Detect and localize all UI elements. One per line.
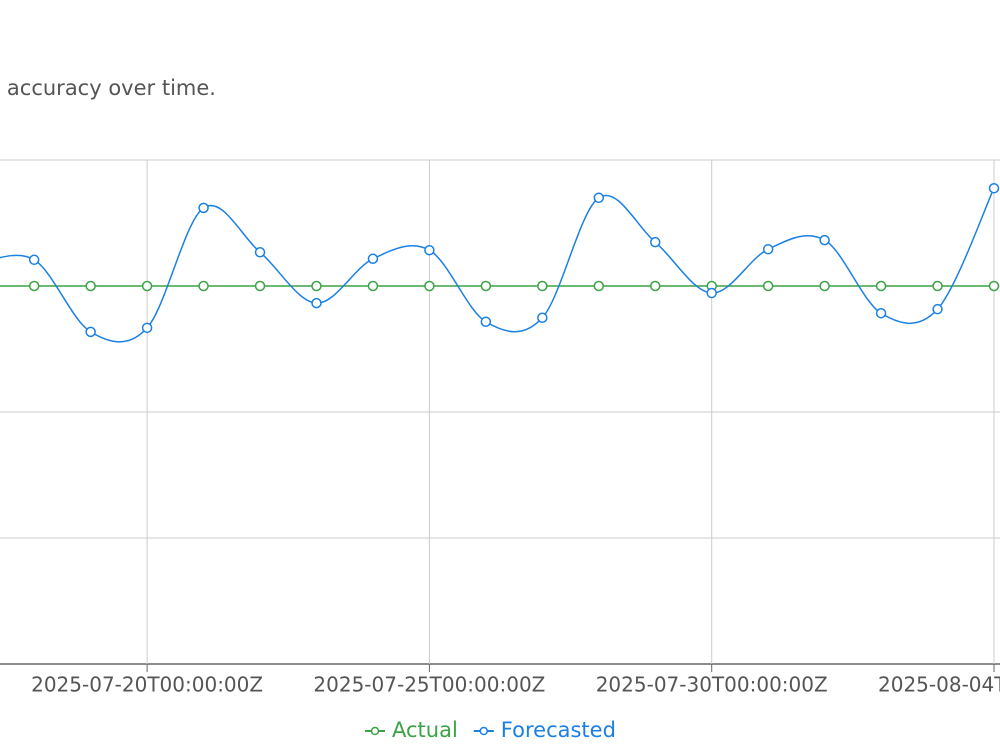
data-point (198, 280, 209, 292)
data-point (141, 280, 153, 292)
data-point (762, 243, 774, 255)
data-point (28, 280, 40, 292)
data-point (988, 182, 1000, 194)
data-point (706, 287, 717, 299)
data-point (932, 280, 943, 292)
x-tick-label: 2025-07-20T00:00:00Z (31, 673, 263, 697)
data-point (819, 234, 830, 246)
data-point (762, 280, 774, 292)
chart-subtitle: t accuracy over time. (0, 76, 216, 100)
data-point (85, 280, 96, 292)
x-tick-label: 2025-07-25T00:00:00Z (313, 673, 545, 697)
data-point (875, 307, 887, 319)
data-point (649, 236, 661, 248)
data-point (254, 246, 266, 258)
data-point (537, 280, 548, 292)
data-point (649, 280, 661, 292)
data-point (537, 312, 548, 324)
data-point (819, 280, 830, 292)
legend-label: Actual (392, 718, 458, 742)
data-point (424, 244, 435, 256)
data-point (28, 254, 40, 266)
data-point (367, 280, 379, 292)
legend-label: Forecasted (501, 718, 616, 742)
data-point (198, 202, 209, 214)
legend: Actual Forecasted (365, 718, 616, 742)
legend-swatch-point (479, 726, 489, 736)
series-line (0, 187, 995, 343)
data-point (593, 192, 605, 204)
x-tick-label: 2025-08-04T00:00:00Z (878, 673, 1000, 697)
data-point (311, 297, 322, 309)
legend-swatch-point (370, 726, 380, 736)
data-point (141, 322, 153, 334)
data-point (932, 303, 943, 315)
data-point (254, 280, 266, 292)
data-point (367, 253, 379, 265)
data-point (311, 280, 322, 292)
data-point (85, 326, 96, 338)
data-point (480, 316, 492, 328)
x-tick-label: 2025-07-30T00:00:00Z (596, 673, 828, 697)
data-point (480, 280, 492, 292)
data-point (875, 280, 887, 292)
data-point (424, 280, 435, 292)
data-point (593, 280, 605, 292)
data-point (988, 280, 1000, 292)
